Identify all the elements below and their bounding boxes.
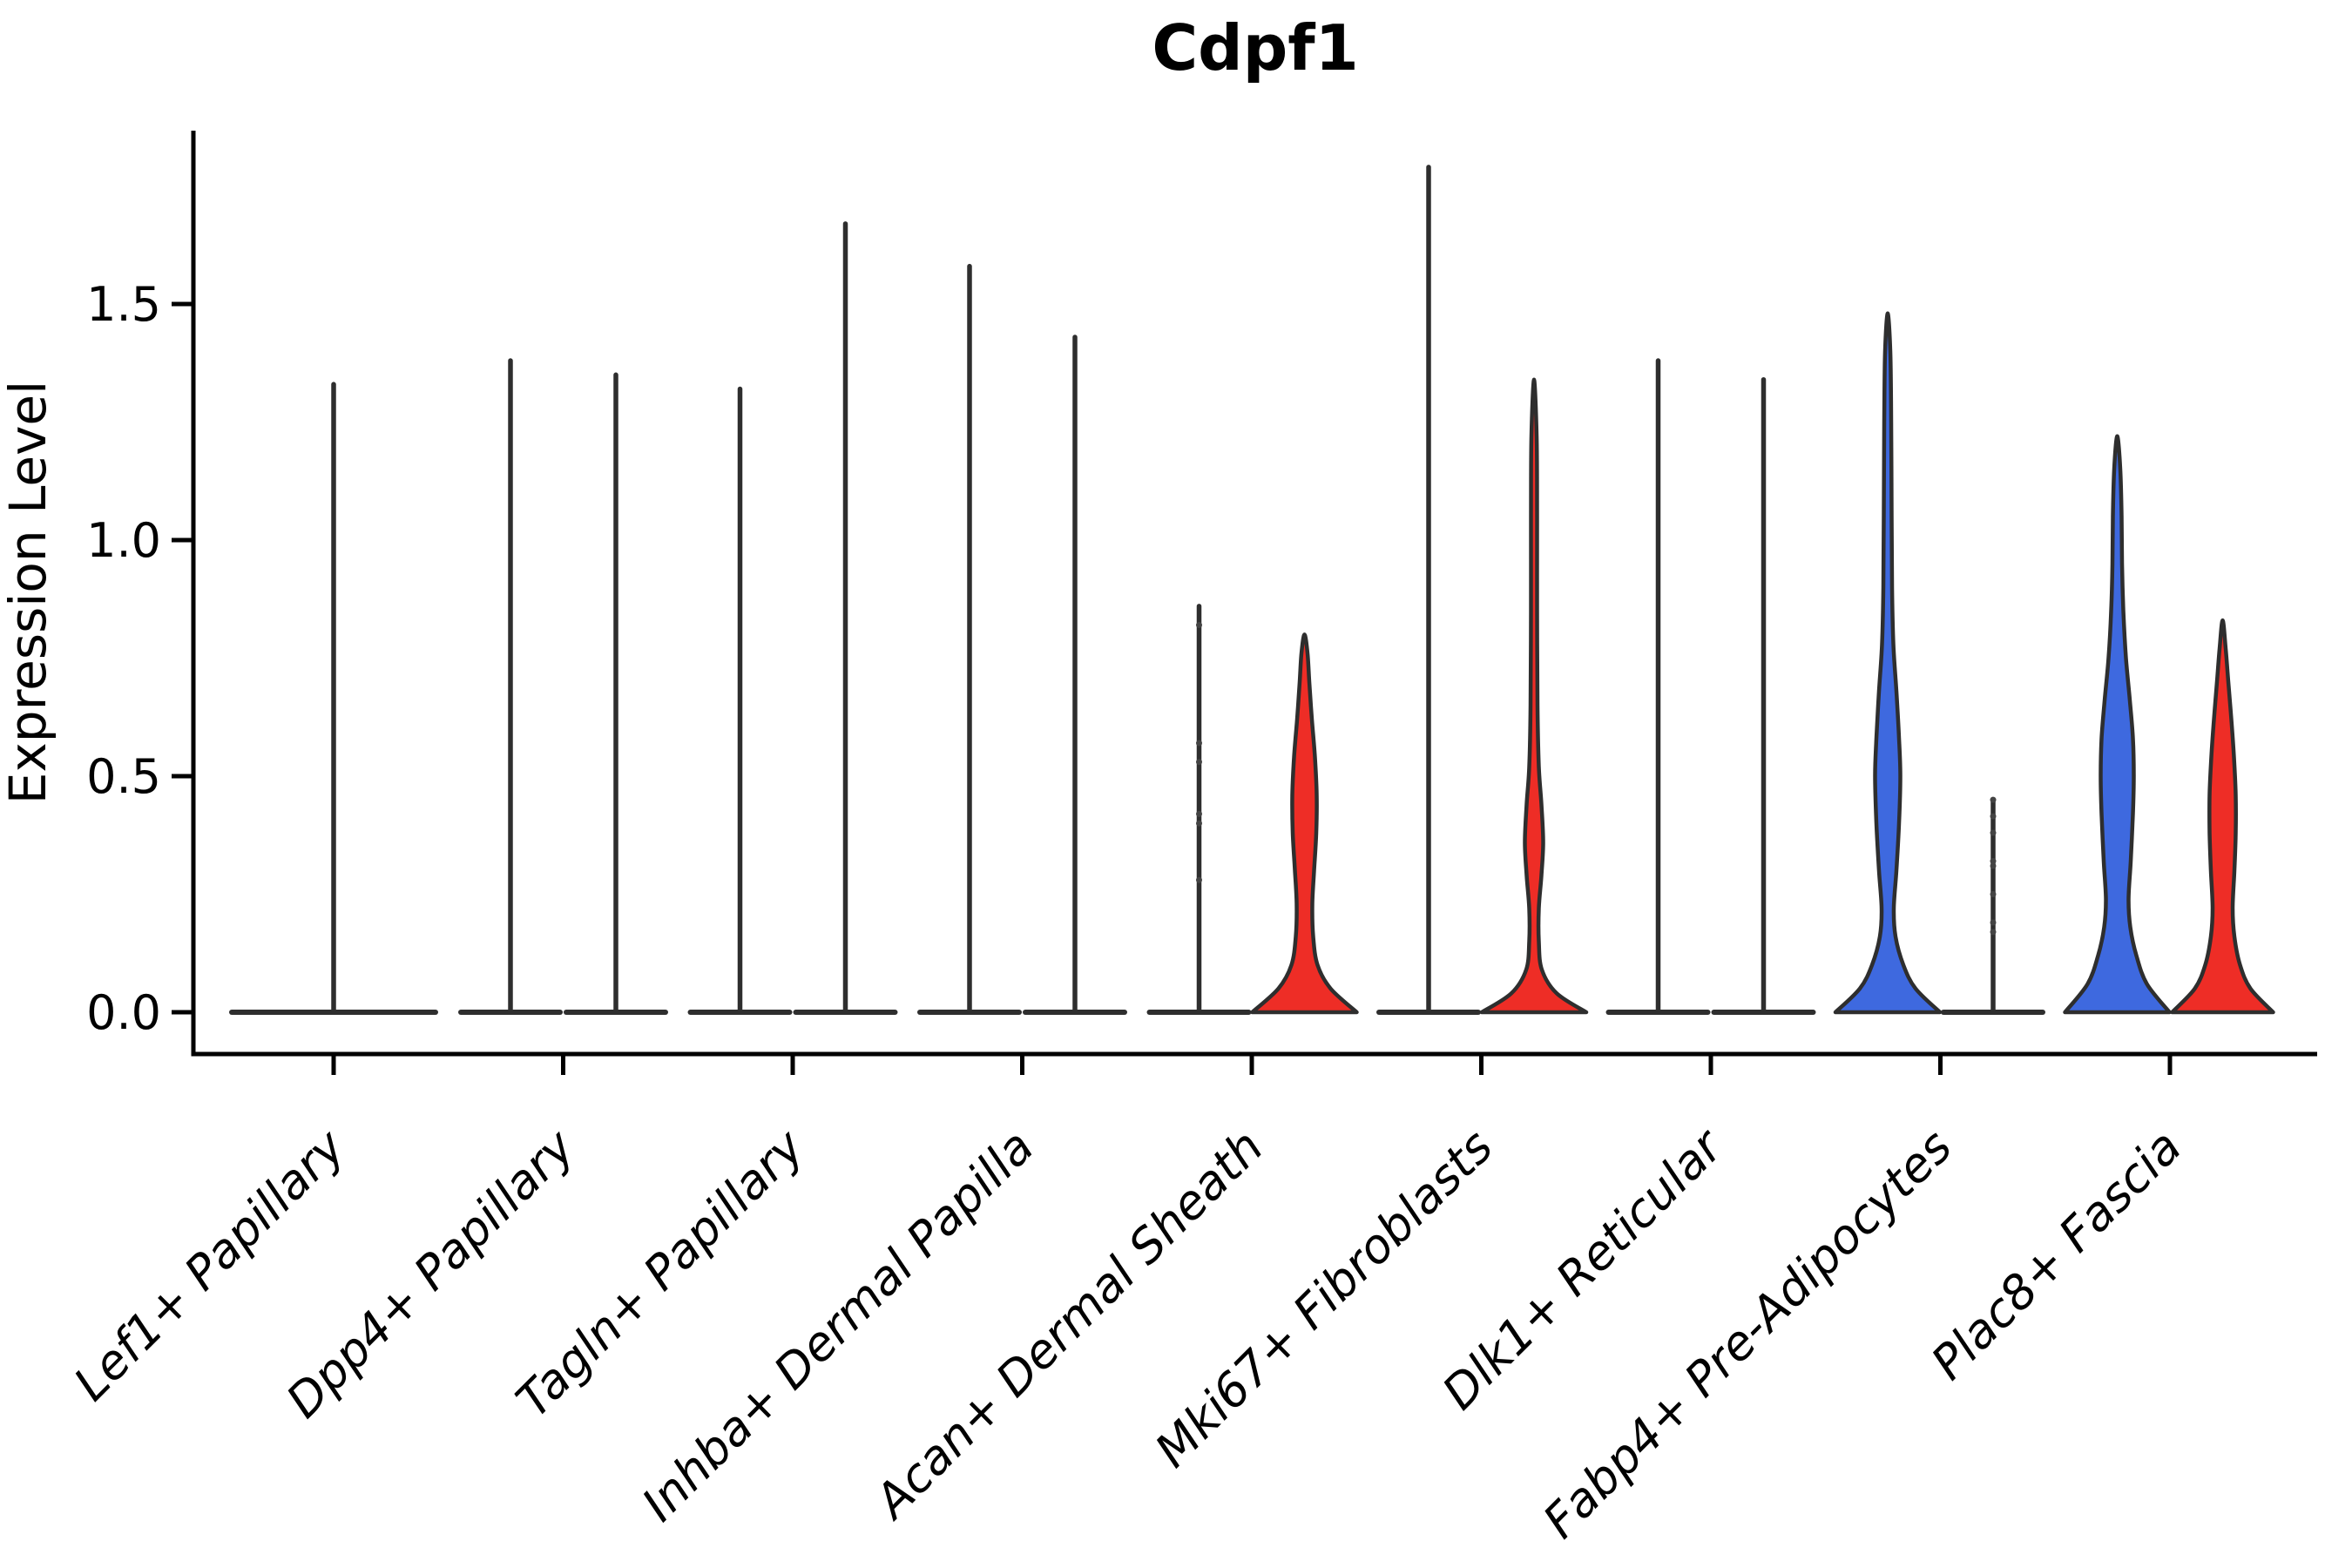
violin-5-right: [1479, 377, 1589, 1015]
jitter-point: [1990, 929, 1997, 936]
jitter-point: [1990, 829, 1997, 836]
violin-4-left: [1146, 604, 1252, 1015]
y-axis-label: Expression Level: [0, 381, 57, 804]
jitter-point: [1990, 858, 1997, 865]
violin-7-left: [1833, 311, 1943, 1015]
violin-body-red: [2170, 618, 2275, 1015]
jitter-point: [1196, 759, 1202, 766]
x-tick-label: Fabp4+ Pre-Adipocytes: [1532, 1119, 1962, 1549]
y-tick-label: 1.0: [86, 513, 161, 568]
violin-1-right: [564, 372, 668, 1015]
y-tick-label: 0.0: [86, 985, 161, 1040]
violin-4-right: [1250, 632, 1359, 1015]
violin-6-right: [1711, 376, 1816, 1015]
violin-8-right: [2170, 618, 2275, 1015]
jitter-point: [1196, 820, 1202, 827]
violin-body-red: [1250, 632, 1359, 1015]
jitter-point: [1196, 810, 1202, 817]
jitter-point: [1990, 813, 1997, 820]
violin-3-left: [917, 263, 1022, 1015]
violin-2-left: [687, 386, 793, 1015]
x-tick-label: Plac8+ Fascia: [1921, 1119, 2192, 1390]
violin-5-left: [1376, 165, 1481, 1015]
chart-title: Cdpf1: [1152, 11, 1358, 84]
violin-3-right: [1023, 335, 1127, 1015]
jitter-point: [1196, 622, 1202, 629]
violin-2-right: [793, 221, 898, 1015]
jitter-point: [1990, 891, 1997, 897]
violin-body-red: [1479, 377, 1589, 1015]
violin-body-blue: [1833, 311, 1943, 1015]
jitter-point: [1196, 876, 1202, 883]
y-tick-label: 1.5: [86, 277, 161, 332]
axis-spines: [191, 131, 2317, 1057]
violin-0-center: [229, 382, 438, 1015]
violin-6-left: [1605, 358, 1711, 1015]
jitter-point: [1990, 796, 1997, 803]
violin-body-blue: [2063, 434, 2172, 1015]
violin-8-left: [2063, 434, 2172, 1015]
jitter-point: [1990, 919, 1997, 926]
x-tick-label: Inhba+ Dermal Papilla: [632, 1119, 1044, 1532]
jitter-point: [1990, 862, 1997, 869]
jitter-point: [1196, 740, 1202, 747]
violin-1-left: [458, 358, 563, 1015]
violin-7-right: [1941, 796, 2045, 1015]
x-tick-label: Acan+ Dermal Sheath: [862, 1119, 1274, 1531]
violins: [229, 165, 2275, 1015]
y-tick-label: 0.5: [86, 749, 161, 804]
